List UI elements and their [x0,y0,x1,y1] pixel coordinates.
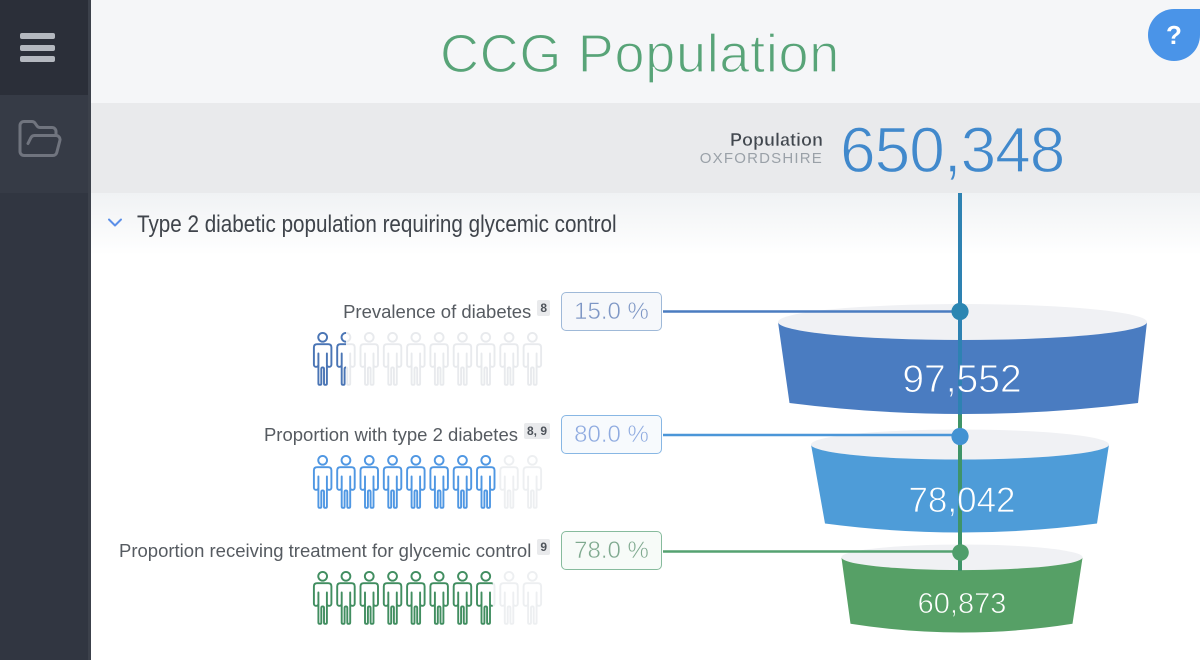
svg-text:60,873: 60,873 [918,588,1007,620]
svg-text:97,552: 97,552 [902,358,1021,401]
svg-text:78,042: 78,042 [908,481,1015,520]
